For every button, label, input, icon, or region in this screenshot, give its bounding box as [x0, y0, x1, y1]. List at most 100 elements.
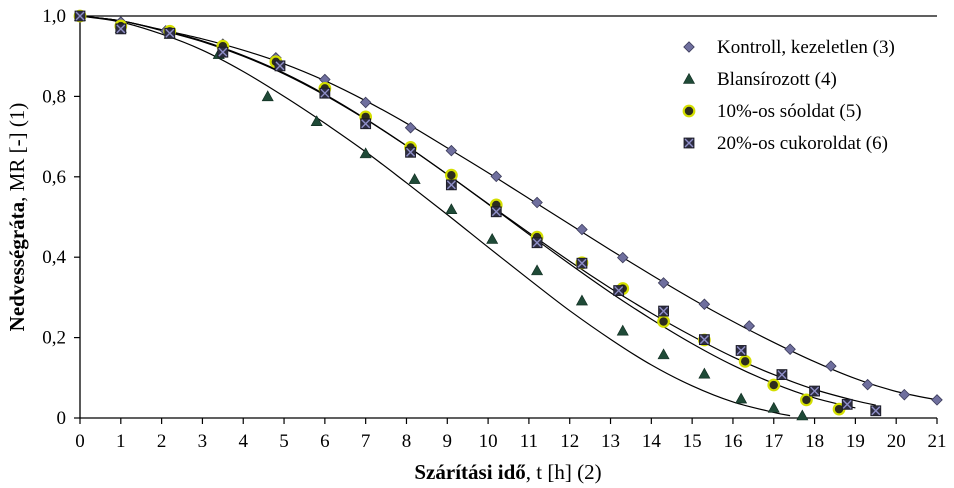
- diamond-shape: [743, 320, 756, 332]
- data-point: [809, 385, 820, 397]
- square-cross: [659, 306, 669, 316]
- legend-item: Kontroll, kezeletlen (3): [683, 37, 895, 58]
- triangle-shape: [616, 324, 629, 336]
- triangle-shape: [531, 264, 544, 276]
- square-cross: [777, 370, 787, 380]
- data-point: [796, 409, 809, 421]
- diamond-shape: [657, 277, 670, 289]
- y-tick-label: 0: [57, 408, 67, 429]
- data-point: [698, 334, 710, 346]
- plot-area: 0 1 2 3 4 5 6 7 8 9 10 11 12 13 14 15 16 17 18 19 20 21 00,20…: [42, 6, 946, 452]
- x-tick-label: 1: [116, 431, 126, 452]
- legend-item: 10%-os sóoldat (5): [682, 101, 862, 122]
- data-point: [164, 27, 176, 39]
- diamond-shape: [617, 251, 629, 264]
- data-point: [743, 320, 756, 332]
- data-point: [870, 405, 882, 417]
- circle-shape: [800, 393, 813, 407]
- data-point: [800, 393, 813, 407]
- diamond-shape: [698, 298, 711, 310]
- data-point: [445, 144, 458, 157]
- data-point: [657, 348, 670, 360]
- data-point: [735, 392, 748, 404]
- legend-marker: [682, 104, 696, 118]
- legend: Kontroll, kezeletlen (3) Blansírozott (4)…: [682, 37, 895, 154]
- square-cross: [165, 28, 175, 38]
- diamond-shape: [931, 394, 943, 406]
- square-cross: [75, 11, 85, 21]
- x-tick-label: 11: [520, 431, 538, 452]
- x-tick-label: 14: [642, 431, 662, 452]
- data-point: [767, 401, 780, 413]
- triangle-shape: [359, 147, 372, 159]
- data-point: [776, 369, 788, 380]
- x-axis-ticks: 0 1 2 3 4 5 6 7 8 9 10 11 12 13 14 15 16 17 18 19 20 21: [75, 418, 947, 452]
- x-tick-label: 21: [928, 431, 947, 452]
- data-point: [575, 294, 588, 306]
- data-point: [861, 378, 874, 391]
- data-point: [898, 388, 911, 401]
- triangle-shape: [261, 90, 274, 102]
- square-cross: [218, 47, 228, 57]
- data-point: [445, 203, 458, 215]
- x-tick-label: 9: [443, 431, 453, 452]
- data-point: [359, 147, 372, 159]
- data-point: [310, 115, 323, 127]
- diamond-shape: [531, 196, 543, 209]
- diamond-shape: [445, 144, 458, 157]
- data-point: [698, 367, 711, 379]
- data-point: [613, 285, 625, 296]
- data-point: [617, 251, 629, 264]
- legend-marker: [682, 72, 696, 84]
- diamond-shape: [490, 170, 503, 183]
- triangle-shape: [310, 115, 323, 127]
- y-tick-label: 1,0: [42, 6, 66, 27]
- data-point: [217, 46, 229, 58]
- square-cross: [446, 180, 456, 190]
- legend-marker: [683, 137, 695, 149]
- triangle-shape: [735, 392, 748, 404]
- data-point: [261, 90, 274, 102]
- square-cross: [699, 335, 709, 345]
- data-point: [576, 223, 588, 236]
- data-point: [319, 87, 331, 99]
- data-point: [490, 170, 503, 183]
- triangle-shape: [698, 367, 711, 379]
- square-cross: [871, 406, 881, 416]
- data-point: [735, 345, 747, 356]
- x-tick-label: 13: [601, 431, 620, 452]
- x-tick-label: 18: [805, 431, 824, 452]
- legend-marker: [683, 41, 695, 53]
- data-point: [405, 146, 416, 158]
- x-tick-label: 3: [198, 431, 208, 452]
- square-cross: [736, 345, 746, 355]
- y-axis-ticks: 0 0,2 0,4 0,6 0,8 1,0: [42, 6, 80, 429]
- legend-label: Kontroll, kezeletlen (3): [717, 37, 895, 58]
- data-point: [359, 96, 372, 109]
- data-point: [531, 264, 544, 276]
- data-point: [115, 23, 127, 35]
- x-tick-label: 2: [157, 431, 167, 452]
- legend-item: 20%-os cukoroldat (6): [683, 133, 888, 154]
- square-cross: [577, 258, 587, 268]
- triangle-shape: [682, 72, 696, 84]
- x-tick-label: 0: [75, 431, 85, 452]
- x-tick-label: 5: [279, 431, 289, 452]
- data-point: [74, 10, 86, 22]
- legend-label: 20%-os cukoroldat (6): [717, 133, 888, 154]
- square-cross: [684, 138, 694, 148]
- square-cross: [614, 286, 624, 296]
- diamond-shape: [784, 343, 796, 356]
- data-point: [841, 398, 853, 410]
- data-point: [767, 378, 781, 392]
- data-point: [274, 60, 286, 72]
- y-tick-label: 0,4: [42, 247, 66, 268]
- diamond-shape: [861, 378, 874, 391]
- data-point: [531, 237, 543, 249]
- triangle-shape: [796, 409, 809, 421]
- y-axis-title: Nedvességráta, MR [-] (1): [5, 103, 29, 332]
- x-tick-label: 7: [361, 431, 371, 452]
- square-cross: [842, 399, 852, 409]
- circle-shape: [767, 378, 781, 392]
